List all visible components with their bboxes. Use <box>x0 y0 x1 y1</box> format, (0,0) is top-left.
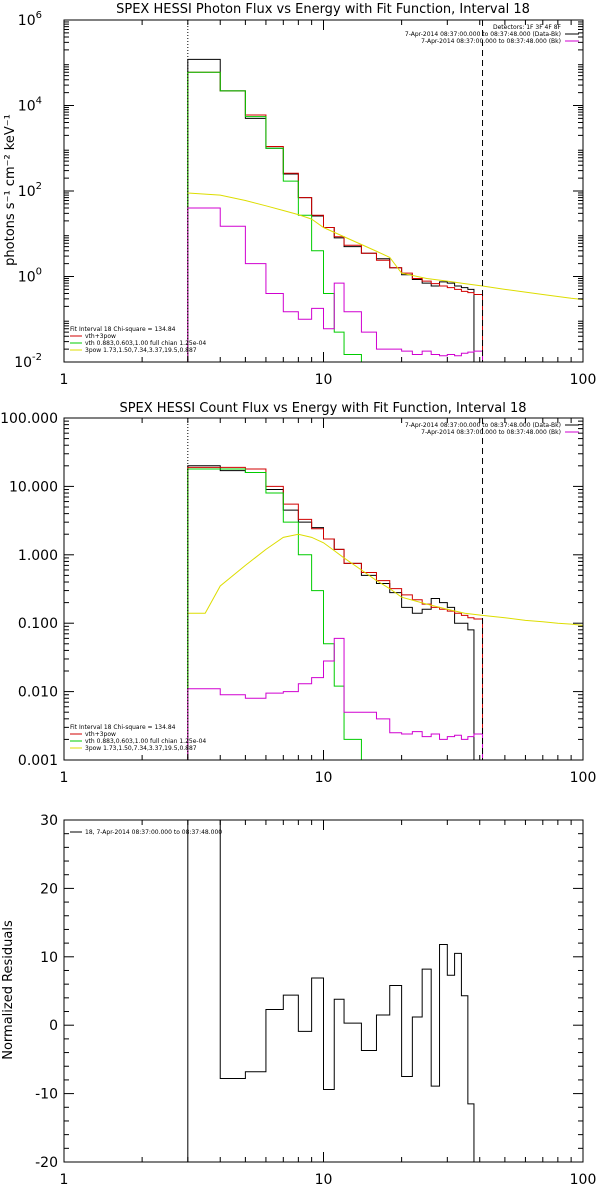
y-tick-label: 0 <box>49 1018 58 1034</box>
count-chart-title: SPEX HESSI Count Flux vs Energy with Fit… <box>119 401 526 416</box>
header-line: Detectors: 1F 3F 4F 8F <box>493 24 562 31</box>
x-tick-label: 1 <box>60 372 69 388</box>
residuals-y-axis-label: Normalized Residuals <box>1 920 16 1060</box>
series-2-line <box>187 71 377 363</box>
residuals-legend: 18, 7-Apr-2014 08:37:00.000 to 08:37:48.… <box>70 829 222 836</box>
legend-entry: 18, 7-Apr-2014 08:37:00.000 to 08:37:48.… <box>85 829 222 836</box>
legend-entry: vth 0.883,0.603,1.00 full chian 1.25e-04 <box>85 340 206 347</box>
y-tick-exponent: 2 <box>36 181 42 192</box>
y-tick-label: 0.001 <box>18 753 58 769</box>
legend-entry: Fit Interval 18 Chi-square = 134.84 <box>70 326 176 333</box>
x-tick-label: 1 <box>60 770 69 786</box>
photon-fit-legend: Fit Interval 18 Chi-square = 134.84vth+3… <box>70 326 206 354</box>
y-tick-base: 10 <box>18 184 36 200</box>
series-3-line <box>187 192 584 300</box>
y-tick-label: 100.000 <box>0 411 58 427</box>
x-tick-label: 1 <box>60 1172 69 1188</box>
count-energy-markers <box>187 418 484 760</box>
residuals-x-ticks: 1 10 100 <box>60 820 597 1188</box>
series-0-line <box>187 58 483 363</box>
y-tick-base: 10 <box>18 99 36 115</box>
y-tick-label: 104 <box>18 96 42 115</box>
y-tick-label: 0.100 <box>18 616 58 632</box>
x-tick-label: 100 <box>570 372 597 388</box>
y-tick-label: -20 <box>35 1155 58 1171</box>
x-tick-label: 100 <box>570 770 597 786</box>
x-tick-label: 10 <box>315 1172 333 1188</box>
series-1-line <box>187 466 484 760</box>
x-tick-label: 10 <box>315 770 333 786</box>
y-tick-label: 10.000 <box>9 479 58 495</box>
count-time-header: 7-Apr-2014 08:37:00.000 to 08:37:48.000 … <box>405 422 579 436</box>
y-tick-label: 100 <box>18 267 42 286</box>
y-tick-exponent: 4 <box>36 96 42 107</box>
y-tick-label: 10-2 <box>14 352 42 371</box>
y-tick-label: 102 <box>18 181 42 200</box>
legend-entry: vth+3pow <box>85 333 116 340</box>
photon-flux-panel: SPEX HESSI Photon Flux vs Energy with Fi… <box>3 2 596 388</box>
y-tick-exponent: -2 <box>32 352 42 363</box>
legend-entry: 3pow 1.73,1.50,7.34,3.37,19.5,0.887 <box>85 745 197 752</box>
x-tick-label: 100 <box>570 1172 597 1188</box>
photon-energy-markers <box>187 20 484 362</box>
count-x-ticks: 1 10 100 <box>60 418 597 786</box>
count-y-ticks: 0.001 0.010 0.100 1.000 10.000 100.000 <box>0 411 583 769</box>
count-flux-panel: SPEX HESSI Count Flux vs Energy with Fit… <box>0 401 596 786</box>
y-tick-base: 10 <box>18 270 36 286</box>
photon-y-axis-label: photons s⁻¹ cm⁻² keV⁻¹ <box>3 114 18 266</box>
photon-chart-title: SPEX HESSI Photon Flux vs Energy with Fi… <box>116 2 530 17</box>
x-tick-label: 10 <box>315 372 333 388</box>
y-tick-exponent: 6 <box>36 10 42 21</box>
y-tick-label: 1.000 <box>18 548 58 564</box>
series-2-line <box>187 468 377 761</box>
residuals-plot-area <box>187 819 483 1163</box>
y-tick-label: 106 <box>18 10 42 29</box>
count-plot-area <box>187 465 584 761</box>
series-4-line <box>187 207 484 362</box>
photon-detector-header: Detectors: 1F 3F 4F 8F 7-Apr-2014 08:37:0… <box>405 24 579 45</box>
y-tick-label: 20 <box>40 881 58 897</box>
series-1-line <box>187 71 484 362</box>
count-plot-frame <box>63 417 584 761</box>
y-tick-base: 10 <box>18 13 36 29</box>
series-0-line <box>187 819 483 1163</box>
legend-entry: vth 0.883,0.603,1.00 full chian 1.25e-04 <box>85 738 206 745</box>
count-fit-legend: Fit Interval 18 Chi-square = 134.84vth+3… <box>70 724 206 752</box>
header-line: 7-Apr-2014 08:37:00.000 to 08:37:48.000 … <box>421 429 561 436</box>
legend-entry: vth+3pow <box>85 731 116 738</box>
legend-entry: Fit Interval 18 Chi-square = 134.84 <box>70 724 176 731</box>
y-tick-label: -10 <box>35 1087 58 1103</box>
y-tick-exponent: 0 <box>36 267 42 278</box>
series-4-line <box>187 637 484 760</box>
y-tick-base: 10 <box>14 355 32 371</box>
residuals-panel: Normalized Residuals -20 -10 0 10 20 30 1 10 10… <box>1 813 596 1188</box>
legend-entry: 3pow 1.73,1.50,7.34,3.37,19.5,0.887 <box>85 347 197 354</box>
y-tick-label: 30 <box>40 813 58 829</box>
photon-x-ticks: 1 10 100 <box>60 20 597 388</box>
y-tick-label: 0.010 <box>18 685 58 701</box>
y-tick-label: 10 <box>40 950 58 966</box>
series-0-line <box>187 465 483 761</box>
series-3-line <box>187 533 584 626</box>
header-line: 7-Apr-2014 08:37:00.000 to 08:37:48.000 … <box>421 38 561 45</box>
header-line: 7-Apr-2014 08:37:00.000 to 08:37:48.000 … <box>405 422 561 429</box>
photon-plot-area <box>187 58 584 363</box>
residuals-y-ticks: -20 -10 0 10 20 30 <box>35 813 583 1171</box>
